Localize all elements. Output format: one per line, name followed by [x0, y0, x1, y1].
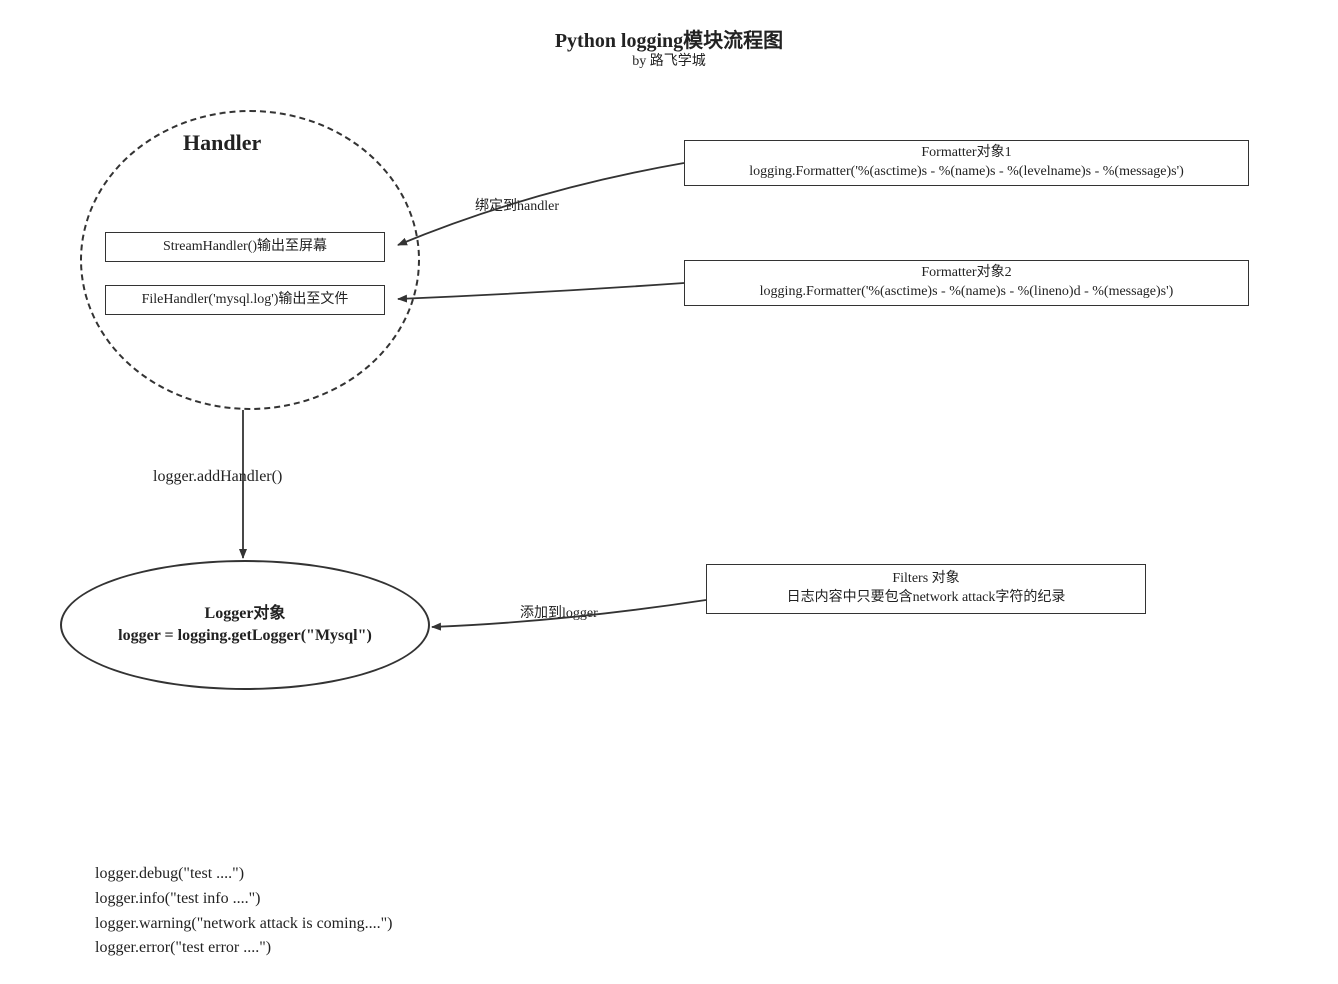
formatter-1-title: Formatter对象1	[921, 144, 1011, 163]
page-title: Python logging模块流程图	[0, 24, 1338, 53]
logger-ellipse: Logger对象 logger = logging.getLogger("Mys…	[60, 560, 430, 690]
page-subtitle: by 路飞学城	[0, 50, 1338, 70]
formatter-2-body: logging.Formatter('%(asctime)s - %(name)…	[760, 283, 1174, 302]
label-add-handler: logger.addHandler()	[153, 468, 282, 486]
stream-handler-text: StreamHandler()输出至屏幕	[163, 238, 327, 257]
label-add-to-logger: 添加到logger	[520, 602, 598, 622]
code-line-2: logger.info("test info ....")	[95, 887, 392, 912]
handler-group-label: Handler	[183, 130, 261, 156]
stream-handler-box: StreamHandler()输出至屏幕	[105, 232, 385, 262]
formatter-2-box: Formatter对象2 logging.Formatter('%(asctim…	[684, 260, 1249, 306]
formatter-1-body: logging.Formatter('%(asctime)s - %(name)…	[749, 163, 1184, 182]
diagram-root: Python logging模块流程图 by 路飞学城 Handler Stre…	[0, 0, 1338, 984]
code-line-1: logger.debug("test ....")	[95, 862, 392, 887]
file-handler-text: FileHandler('mysql.log')输出至文件	[142, 291, 349, 310]
filters-box: Filters 对象 日志内容中只要包含network attack字符的纪录	[706, 564, 1146, 614]
code-line-4: logger.error("test error ....")	[95, 936, 392, 961]
file-handler-box: FileHandler('mysql.log')输出至文件	[105, 285, 385, 315]
logger-line1: Logger对象	[205, 603, 286, 625]
code-lines: logger.debug("test ....") logger.info("t…	[95, 862, 392, 961]
formatter-1-box: Formatter对象1 logging.Formatter('%(asctim…	[684, 140, 1249, 186]
label-bind-handler: 绑定到handler	[475, 195, 559, 215]
arrow-f2-to-file	[398, 283, 684, 299]
logger-line2: logger = logging.getLogger("Mysql")	[118, 625, 372, 647]
filters-title: Filters 对象	[892, 570, 959, 589]
formatter-2-title: Formatter对象2	[921, 264, 1011, 283]
code-line-3: logger.warning("network attack is coming…	[95, 912, 392, 937]
filters-body: 日志内容中只要包含network attack字符的纪录	[787, 589, 1066, 608]
